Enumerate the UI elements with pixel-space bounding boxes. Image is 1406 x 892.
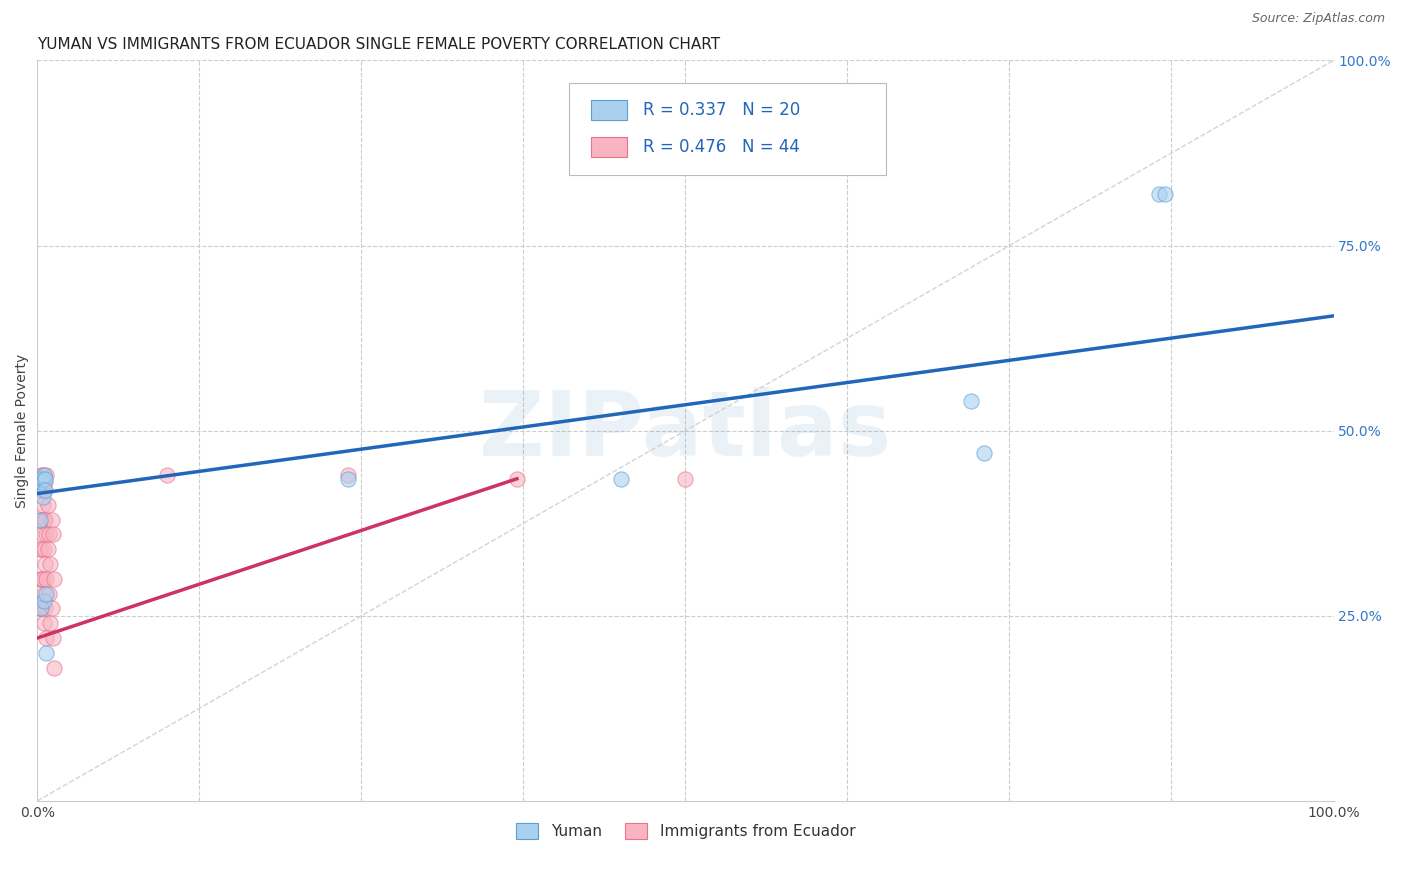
Point xyxy=(32,468,55,483)
Point xyxy=(31,472,53,486)
Point xyxy=(34,512,56,526)
Point xyxy=(31,498,53,512)
Point xyxy=(42,527,65,541)
Text: YUMAN VS IMMIGRANTS FROM ECUADOR SINGLE FEMALE POVERTY CORRELATION CHART: YUMAN VS IMMIGRANTS FROM ECUADOR SINGLE … xyxy=(38,37,720,53)
Point xyxy=(44,660,66,674)
Point xyxy=(37,498,59,512)
Point xyxy=(34,483,56,497)
Point xyxy=(1147,186,1170,201)
Point xyxy=(28,475,51,490)
Point xyxy=(337,468,360,483)
Point xyxy=(30,601,52,615)
Point xyxy=(28,472,51,486)
Point xyxy=(35,468,58,483)
Point xyxy=(30,512,52,526)
Point xyxy=(30,475,52,490)
Point xyxy=(973,446,995,460)
FancyBboxPatch shape xyxy=(569,83,886,175)
Point xyxy=(506,472,529,486)
Point xyxy=(28,512,51,526)
Point xyxy=(39,557,62,571)
Point xyxy=(31,572,53,586)
Point xyxy=(30,601,52,615)
Text: ZIPatlas: ZIPatlas xyxy=(479,386,891,475)
Point xyxy=(41,601,63,615)
Bar xyxy=(591,100,627,120)
Point xyxy=(35,646,58,660)
Point xyxy=(35,527,58,541)
Point xyxy=(42,631,65,645)
Point xyxy=(34,475,56,490)
Point xyxy=(30,483,52,497)
Point xyxy=(32,594,55,608)
Point xyxy=(34,601,56,615)
Point xyxy=(30,472,52,486)
Point xyxy=(32,616,55,631)
Text: R = 0.337   N = 20: R = 0.337 N = 20 xyxy=(643,101,800,119)
Point xyxy=(32,483,55,497)
Point xyxy=(39,616,62,631)
Point xyxy=(28,483,51,497)
Point xyxy=(32,542,55,557)
Point xyxy=(31,468,53,483)
Point xyxy=(609,472,631,486)
Point xyxy=(156,468,179,483)
Point xyxy=(32,512,55,526)
Point xyxy=(37,542,59,557)
Text: Source: ZipAtlas.com: Source: ZipAtlas.com xyxy=(1251,12,1385,25)
Point xyxy=(30,468,52,483)
Point xyxy=(28,542,51,557)
Point xyxy=(38,586,60,600)
Point xyxy=(337,472,360,486)
Point xyxy=(673,472,696,486)
Point xyxy=(38,527,60,541)
Legend: Yuman, Immigrants from Ecuador: Yuman, Immigrants from Ecuador xyxy=(509,817,862,845)
Point xyxy=(28,601,51,615)
Text: R = 0.476   N = 44: R = 0.476 N = 44 xyxy=(643,138,800,156)
Point xyxy=(35,572,58,586)
Point xyxy=(31,490,53,504)
Point xyxy=(1154,186,1177,201)
Point xyxy=(31,527,53,541)
Point xyxy=(35,631,58,645)
Point xyxy=(959,394,981,409)
Point xyxy=(41,512,63,526)
Point xyxy=(30,542,52,557)
Point xyxy=(30,572,52,586)
Bar xyxy=(591,136,627,157)
Y-axis label: Single Female Poverty: Single Female Poverty xyxy=(15,353,30,508)
Point xyxy=(32,586,55,600)
Point xyxy=(34,557,56,571)
Point xyxy=(28,572,51,586)
Point xyxy=(35,586,58,600)
Point xyxy=(44,572,66,586)
Point xyxy=(34,472,56,486)
Point xyxy=(28,512,51,526)
